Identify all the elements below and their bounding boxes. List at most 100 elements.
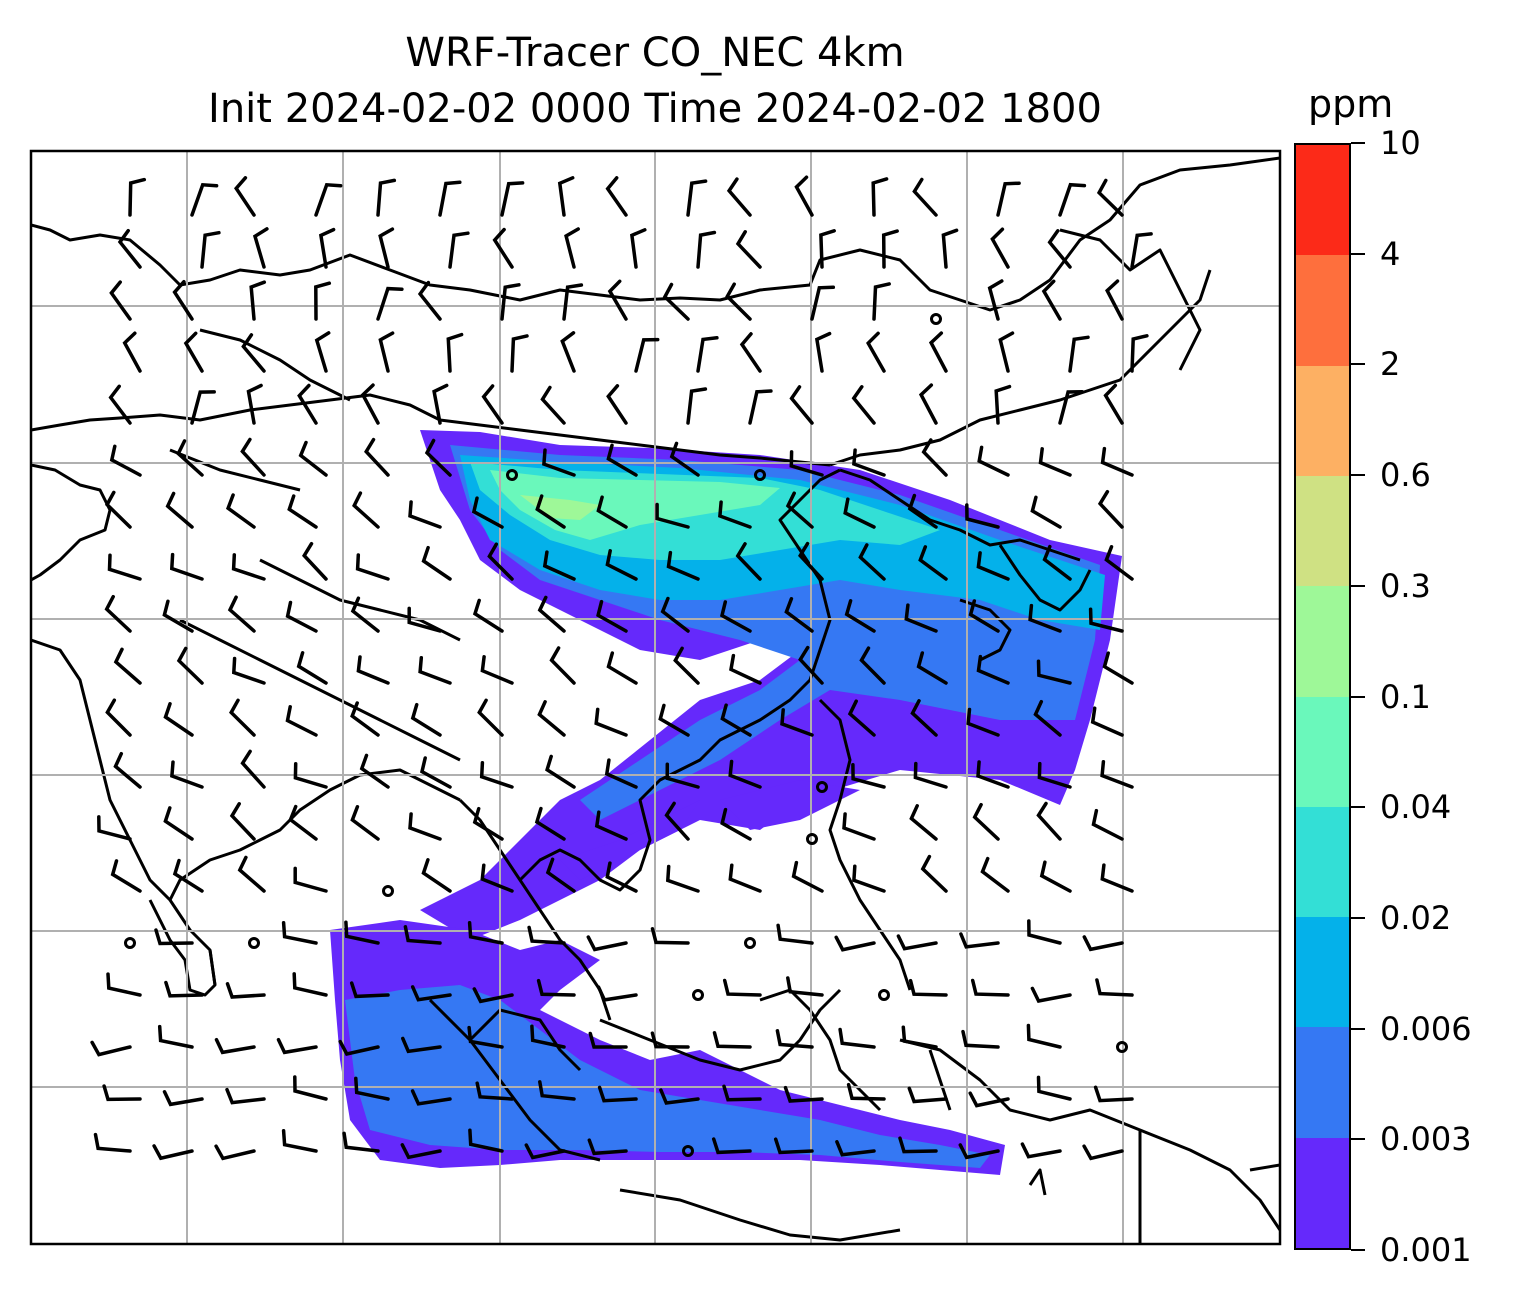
wind-barb — [400, 1143, 442, 1160]
wind-barb — [720, 807, 752, 841]
wind-barb — [237, 855, 266, 893]
colorbar-tick — [1351, 695, 1365, 698]
wind-barb — [958, 1143, 1000, 1160]
colorbar-tick-label: 0.3 — [1380, 566, 1431, 605]
wind-barb — [467, 1025, 504, 1049]
wind-barb — [587, 1138, 628, 1156]
wind-barb — [378, 227, 395, 269]
wind-barb — [107, 553, 142, 581]
wind-barb — [172, 279, 194, 321]
wind-barb — [881, 229, 899, 269]
wind-barb — [535, 494, 566, 529]
wind-barb — [157, 1024, 194, 1049]
wind-barb — [1100, 446, 1134, 477]
wind-barb — [1026, 1023, 1062, 1049]
calm-wind-marker — [806, 833, 818, 845]
map-title: WRF-Tracer CO_NEC 4km — [405, 30, 905, 76]
colorbar-segment — [1296, 1137, 1349, 1248]
wind-barb — [314, 331, 331, 373]
wind-barb — [344, 920, 380, 945]
wind-barb — [410, 702, 442, 737]
wind-barb — [686, 387, 708, 425]
colorbar-segment — [1296, 255, 1349, 366]
wind-barb — [1100, 759, 1134, 789]
wind-barb — [912, 177, 938, 217]
wind-barb — [1038, 447, 1072, 477]
wind-barb — [1033, 699, 1062, 737]
wind-barb — [285, 600, 318, 633]
wind-barb — [961, 1029, 1000, 1049]
colorbar-tick — [1351, 474, 1365, 477]
wind-barb — [479, 761, 514, 789]
wind-barb — [154, 928, 194, 946]
wind-barb — [920, 854, 948, 893]
wind-barb — [835, 1140, 876, 1157]
wind-barb — [606, 651, 638, 685]
wind-barb — [564, 227, 580, 269]
wind-barb — [994, 384, 1012, 425]
wind-barb — [249, 280, 267, 321]
wind-barb — [102, 1084, 142, 1102]
wind-barb — [106, 972, 142, 997]
wind-barb — [410, 1089, 452, 1106]
wind-barb — [773, 1137, 814, 1155]
wind-barb — [163, 806, 194, 841]
wind-barb — [1058, 390, 1084, 425]
wind-barb — [231, 656, 266, 685]
wind-barb — [240, 749, 266, 789]
wind-barb — [510, 334, 529, 373]
wind-barb — [852, 448, 886, 477]
wind-barb — [104, 490, 132, 529]
wind-barb — [109, 444, 142, 477]
wind-barb — [292, 972, 328, 997]
wind-barb — [252, 227, 269, 269]
wind-barb — [1068, 335, 1090, 373]
wind-barb — [1028, 603, 1062, 633]
colorbar-segment — [1296, 1027, 1349, 1138]
wind-barb — [296, 651, 328, 685]
colorbar-tick — [1351, 806, 1365, 809]
wind-barb — [500, 283, 521, 321]
wind-barb — [1090, 706, 1124, 737]
wind-barb — [534, 806, 566, 841]
wind-barb — [970, 978, 1010, 997]
tracer-plume-south — [330, 780, 1005, 1175]
wind-barb — [1036, 659, 1072, 685]
calm-wind-marker — [692, 989, 704, 1001]
wind-barb — [408, 500, 442, 529]
wind-barb — [424, 438, 452, 477]
colorbar-tick-label: 0.04 — [1380, 788, 1452, 827]
wind-barb — [907, 493, 938, 529]
wind-barb — [791, 860, 824, 893]
calm-wind-marker — [682, 1145, 694, 1157]
wind-barb — [225, 1087, 266, 1105]
wind-barb — [359, 753, 390, 789]
wind-barb — [176, 439, 204, 477]
wind-barb — [846, 1082, 886, 1101]
wind-barb — [524, 1143, 566, 1160]
wind-barb — [113, 647, 142, 685]
wind-barb — [844, 599, 876, 633]
wind-barb — [664, 801, 690, 841]
wind-barb — [314, 281, 332, 321]
wind-barb — [162, 599, 194, 633]
calm-wind-marker — [930, 313, 942, 325]
wind-barb — [314, 182, 343, 217]
calm-wind-marker — [382, 885, 394, 897]
wind-barb — [225, 982, 266, 999]
wind-barb — [471, 496, 504, 529]
wind-barb — [285, 705, 318, 737]
colorbar-tick-label: 4 — [1380, 234, 1401, 273]
wind-barb — [634, 337, 660, 373]
wind-barb — [660, 596, 690, 633]
wind-barb — [780, 708, 814, 737]
wind-barb — [407, 606, 442, 633]
wind-barb — [606, 384, 628, 425]
wind-barb — [1036, 1075, 1072, 1101]
wind-barb — [109, 280, 132, 321]
wind-barb — [350, 596, 380, 633]
calm-wind-marker — [124, 937, 136, 949]
wind-barb — [586, 935, 628, 952]
wind-barb — [468, 1128, 504, 1153]
wind-barb — [1091, 808, 1124, 841]
